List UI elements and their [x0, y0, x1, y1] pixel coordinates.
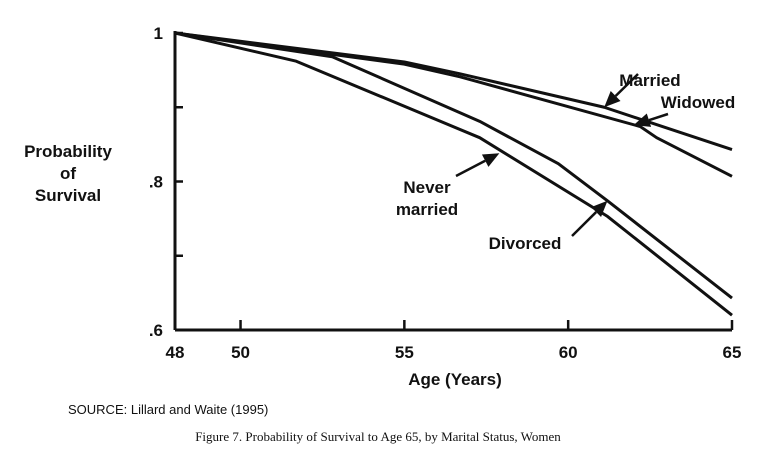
y-tick-label: .6	[149, 321, 163, 340]
annotation-label: married	[396, 200, 458, 219]
source-note: SOURCE: Lillard and Waite (1995)	[68, 402, 268, 417]
x-tick-label: 55	[395, 343, 414, 362]
annotation-label: Never	[403, 178, 451, 197]
annotation-arrow-head	[633, 113, 652, 127]
y-axis-label: of	[60, 164, 76, 183]
annotation-arrow-head	[604, 91, 621, 108]
x-tick-label: 48	[166, 343, 185, 362]
y-axis-label: Survival	[35, 186, 101, 205]
annotation-arrow-shaft	[571, 211, 598, 237]
annotation-arrow-shaft	[455, 159, 486, 178]
annotation-arrow-head	[591, 200, 608, 218]
x-tick-label: 65	[723, 343, 742, 362]
x-axis-label: Age (Years)	[408, 370, 502, 389]
annotation-arrow-shaft	[648, 112, 669, 122]
x-tick-label: 50	[231, 343, 250, 362]
annotation-label: Married	[619, 71, 680, 90]
x-tick-label: 60	[559, 343, 578, 362]
y-tick-label: .8	[149, 173, 163, 192]
y-axis-label: Probability	[24, 142, 112, 161]
y-tick-label: 1	[154, 24, 163, 43]
annotation-arrow-head	[481, 153, 500, 167]
series-line-never-married	[174, 31, 733, 317]
series-line-widowed	[174, 31, 733, 178]
figure-caption: Figure 7. Probability of Survival to Age…	[195, 429, 561, 444]
annotation-label: Divorced	[489, 234, 562, 253]
annotation-arrow-shaft	[614, 73, 639, 97]
annotation-label: Widowed	[661, 93, 735, 112]
series-line-divorced	[174, 31, 733, 300]
